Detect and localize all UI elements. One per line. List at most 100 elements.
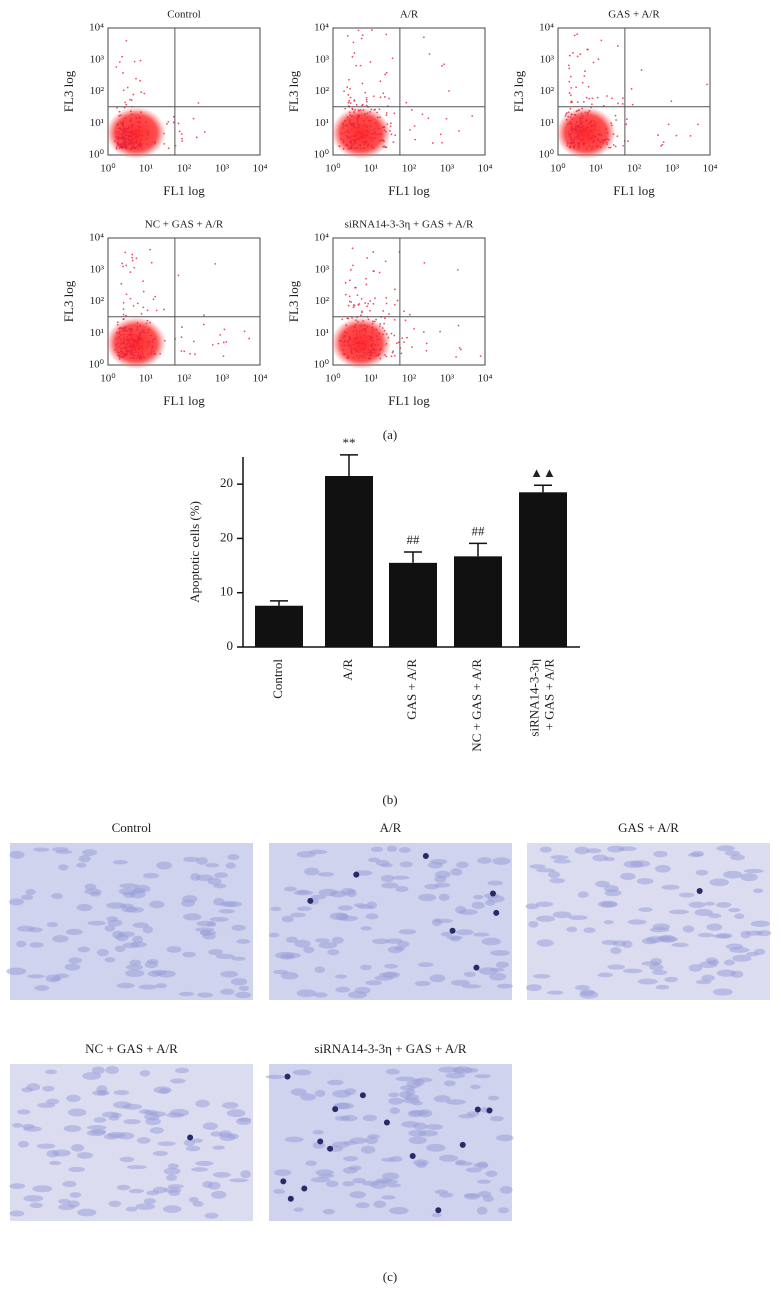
y-axis-label: Apoptotic cells (%) bbox=[187, 501, 202, 603]
event-dot bbox=[576, 33, 579, 36]
event-dot bbox=[122, 313, 125, 316]
stained-nucleus bbox=[317, 1138, 324, 1145]
cell bbox=[297, 906, 312, 911]
event-dot bbox=[574, 131, 576, 134]
event-dot bbox=[374, 344, 377, 347]
event-dot bbox=[135, 133, 138, 136]
event-dot bbox=[445, 117, 448, 120]
cell bbox=[62, 1180, 77, 1188]
event-dot bbox=[367, 144, 370, 146]
cell bbox=[17, 1109, 31, 1115]
event-dot bbox=[139, 142, 142, 145]
event-dot bbox=[382, 145, 384, 148]
event-dot bbox=[133, 266, 136, 269]
cell bbox=[697, 932, 714, 938]
stained-nucleus bbox=[284, 1073, 291, 1080]
event-dot bbox=[576, 109, 579, 112]
event-dot bbox=[455, 356, 457, 358]
event-dot bbox=[345, 143, 348, 146]
cell bbox=[566, 926, 578, 933]
cell bbox=[595, 880, 610, 888]
event-dot bbox=[122, 122, 125, 124]
event-dot bbox=[367, 302, 370, 305]
event-dot bbox=[349, 120, 351, 123]
event-dot bbox=[122, 131, 125, 134]
event-dot bbox=[374, 132, 376, 135]
event-dot bbox=[370, 108, 373, 111]
cell bbox=[77, 1208, 97, 1217]
event-dot bbox=[359, 109, 362, 111]
event-dot bbox=[125, 346, 128, 349]
event-dot bbox=[147, 353, 150, 355]
event-dot bbox=[131, 350, 134, 352]
event-dot bbox=[358, 139, 361, 141]
event-dot bbox=[146, 143, 149, 146]
event-dot bbox=[372, 339, 374, 342]
x-tick-label: 10⁰ bbox=[100, 373, 116, 385]
x-tick-label: 10² bbox=[177, 163, 192, 175]
event-dot bbox=[119, 132, 121, 135]
event-dot bbox=[351, 247, 354, 250]
event-dot bbox=[425, 349, 428, 352]
event-dot bbox=[352, 41, 355, 44]
event-dot bbox=[606, 143, 608, 146]
cell bbox=[144, 1109, 158, 1115]
event-dot bbox=[393, 288, 396, 291]
event-dot bbox=[397, 341, 400, 344]
cell bbox=[528, 920, 539, 928]
event-dot bbox=[393, 318, 396, 321]
event-dot bbox=[341, 122, 344, 125]
cell bbox=[434, 1189, 449, 1195]
event-dot bbox=[584, 130, 587, 133]
event-dot bbox=[580, 139, 582, 141]
event-dot bbox=[566, 142, 569, 144]
event-dot bbox=[358, 109, 360, 112]
event-dot bbox=[471, 114, 474, 117]
event-dot bbox=[570, 138, 573, 141]
event-dot bbox=[592, 134, 595, 137]
cell bbox=[443, 1080, 456, 1087]
cell bbox=[458, 909, 478, 915]
cell bbox=[649, 927, 670, 933]
event-dot bbox=[222, 355, 225, 358]
cell bbox=[344, 1088, 357, 1096]
cell bbox=[308, 849, 328, 855]
event-dot bbox=[126, 86, 129, 89]
event-dot bbox=[401, 337, 404, 340]
cell bbox=[209, 916, 229, 922]
event-dot bbox=[371, 137, 374, 140]
cell bbox=[655, 984, 670, 990]
event-dot bbox=[360, 297, 363, 300]
event-dot bbox=[136, 321, 139, 324]
event-dot bbox=[573, 138, 576, 141]
event-dot bbox=[142, 329, 145, 332]
event-dot bbox=[119, 121, 122, 124]
event-dot bbox=[385, 112, 388, 114]
event-dot bbox=[381, 139, 384, 142]
cell bbox=[322, 1208, 335, 1215]
event-dot bbox=[348, 335, 351, 338]
event-dot bbox=[352, 139, 355, 142]
event-dot bbox=[145, 120, 148, 123]
event-dot bbox=[605, 137, 608, 140]
cell bbox=[225, 862, 236, 869]
event-dot bbox=[579, 121, 582, 124]
y-axis-label: FL3 log bbox=[511, 70, 526, 112]
event-dot bbox=[381, 327, 384, 329]
event-dot bbox=[122, 141, 125, 143]
event-dot bbox=[572, 51, 574, 54]
micrograph bbox=[9, 1064, 253, 1221]
event-dot bbox=[129, 346, 132, 349]
cell bbox=[745, 930, 763, 936]
event-dot bbox=[125, 264, 128, 267]
cell bbox=[688, 964, 703, 972]
event-dot bbox=[360, 314, 362, 317]
stained-nucleus bbox=[696, 888, 703, 895]
event-dot bbox=[347, 101, 350, 104]
cell bbox=[637, 978, 658, 985]
event-dot bbox=[369, 111, 371, 113]
event-dot bbox=[575, 110, 578, 113]
event-dot bbox=[117, 346, 120, 349]
cell bbox=[314, 1089, 326, 1097]
